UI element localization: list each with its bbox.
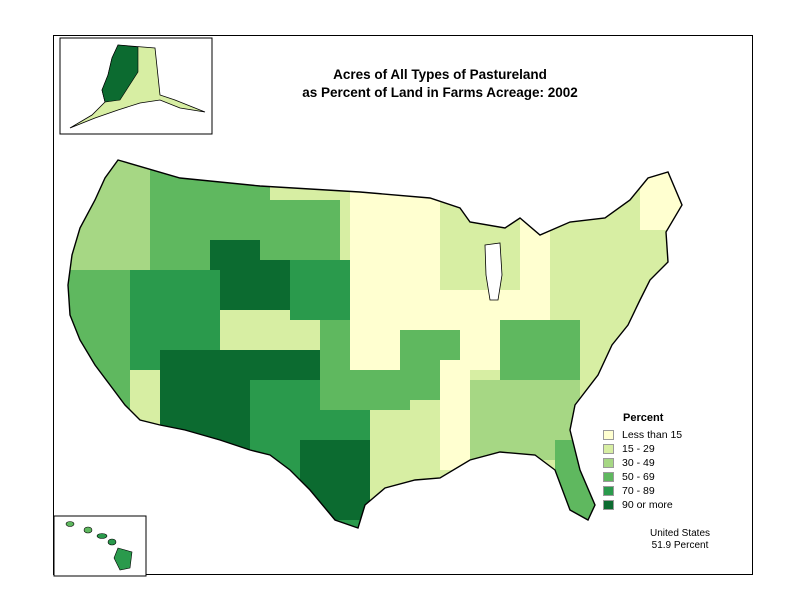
legend-item: 70 - 89: [603, 485, 682, 497]
summary-line-2: 51.9 Percent: [651, 540, 709, 551]
legend-item: Less than 15: [603, 429, 682, 441]
region-appalachia: [500, 320, 580, 380]
legend-item: 90 or more: [603, 499, 682, 511]
region-south-texas: [300, 440, 370, 520]
hawaii-islands: [65, 521, 133, 571]
legend-item: 15 - 29: [603, 443, 682, 455]
legend-label: Less than 15: [622, 429, 683, 441]
alaska-west-region: [101, 44, 139, 103]
legend-swatch: [603, 458, 614, 468]
legend-item: 30 - 49: [603, 457, 682, 469]
legend-swatch: [603, 500, 614, 510]
region-mississippi-delta: [440, 360, 470, 470]
region-great-lakes: [440, 200, 520, 290]
legend-swatch: [603, 486, 614, 496]
legend-item: 50 - 69: [603, 471, 682, 483]
legend-swatch: [603, 430, 614, 440]
legend-title: Percent: [623, 412, 664, 424]
lake-michigan: [484, 242, 503, 301]
region-nebraska-sandhills: [290, 260, 350, 320]
us-summary: United States 51.9 Percent: [630, 528, 730, 552]
region-pacific-northwest: [68, 160, 150, 280]
legend-label: 90 or more: [622, 499, 673, 511]
region-northern-plains-west: [260, 200, 340, 260]
legend-swatch: [603, 472, 614, 482]
legend-label: 15 - 29: [622, 443, 655, 455]
summary-line-1: United States: [649, 528, 711, 539]
map-title: Acres of All Types of Pastureland as Per…: [300, 66, 580, 102]
legend: Percent Less than 15 15 - 29 30 - 49 50 …: [603, 412, 682, 513]
legend-label: 70 - 89: [622, 485, 655, 497]
us-outline: [67, 159, 683, 529]
title-line-1: Acres of All Types of Pastureland: [333, 67, 547, 82]
legend-swatch: [603, 444, 614, 454]
title-line-2: as Percent of Land in Farms Acreage: 200…: [302, 85, 578, 100]
legend-label: 30 - 49: [622, 457, 655, 469]
legend-label: 50 - 69: [622, 471, 655, 483]
